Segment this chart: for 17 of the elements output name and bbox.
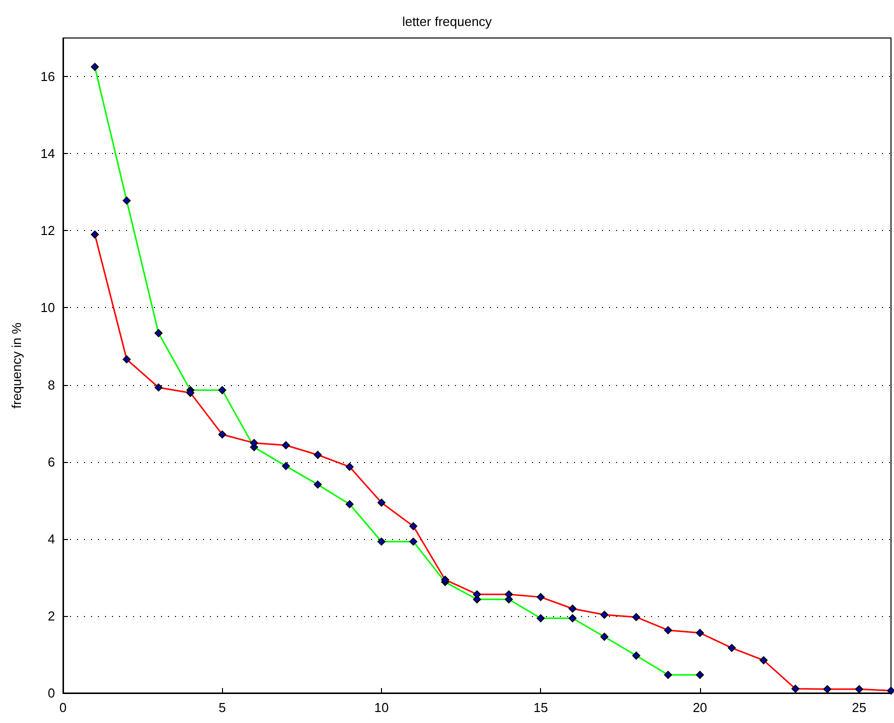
x-tick-label: 25 (852, 700, 866, 715)
x-tick-label: 15 (533, 700, 548, 715)
y-tick-label: 8 (48, 377, 55, 392)
y-tick-label: 4 (48, 531, 55, 546)
x-tick-label: 10 (374, 700, 389, 715)
y-tick-label: 12 (40, 223, 55, 238)
x-tick-label: 20 (692, 700, 708, 715)
chart-title: letter frequency (402, 14, 492, 29)
x-tick-label: 5 (218, 700, 226, 715)
y-tick-label: 10 (40, 300, 55, 316)
y-tick-label: 16 (40, 69, 55, 84)
y-tick-label: 6 (48, 454, 55, 470)
y-tick-label: 14 (40, 146, 55, 162)
y-tick-label: 2 (48, 608, 55, 624)
y-axis-title: frequency in % (9, 322, 24, 408)
x-tick-label: 0 (59, 700, 67, 715)
y-tick-label: 0 (48, 686, 55, 700)
